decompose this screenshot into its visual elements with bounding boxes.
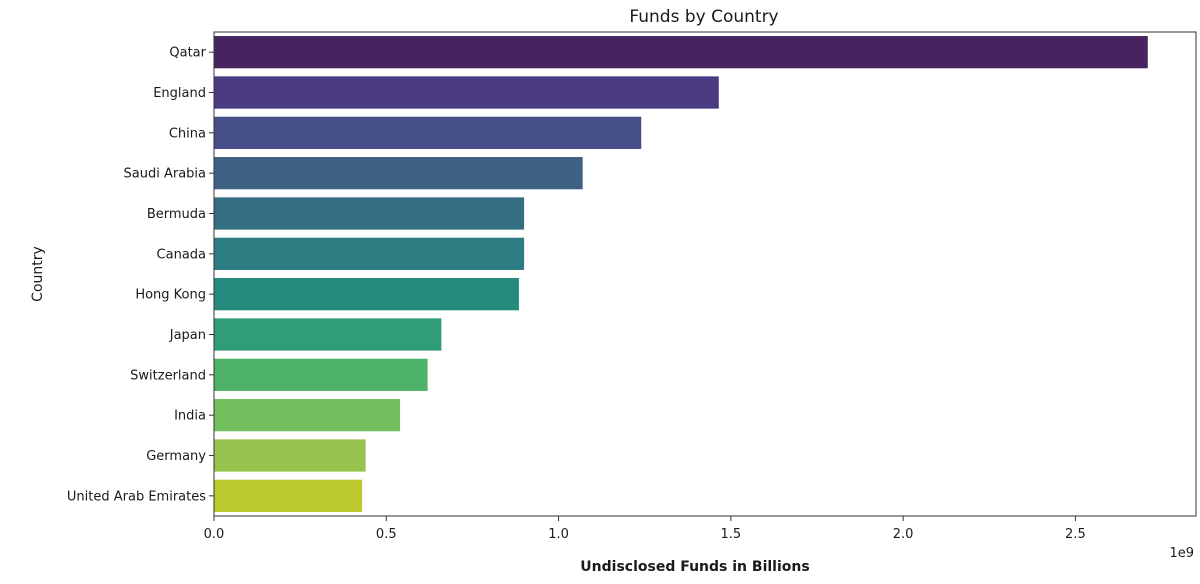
bar-saudi-arabia [214,157,583,190]
y-axis-label: Country [30,246,46,302]
x-tick-label: 2.5 [1065,527,1086,542]
bar-switzerland [214,358,428,391]
y-tick-label: Qatar [169,46,206,61]
x-tick-label: 1.5 [720,527,741,542]
x-axis-offset-label: 1e9 [1169,546,1194,561]
bar-hong-kong [214,278,519,311]
y-tick-label: Germany [146,449,206,464]
x-tick-label: 1.0 [548,527,569,542]
bar-china [214,116,642,149]
y-tick-label: England [153,86,206,101]
x-ticks-layer: 0.0 0.5 1.0 1.5 2.0 2.5 [204,516,1086,542]
plot-frame [213,31,1197,517]
x-tick-label: 0.5 [376,527,397,542]
x-tick-label: 2.0 [893,527,914,542]
y-tick-label: India [174,409,206,424]
y-tick-label: Japan [169,328,206,343]
y-tick-label: Canada [157,247,206,262]
y-tick-label: Bermuda [147,207,206,222]
y-tick-label: Hong Kong [135,288,206,303]
bar-canada [214,237,525,270]
y-tick-label: United Arab Emirates [67,489,206,504]
x-axis-label: Undisclosed Funds in Billions [580,559,809,575]
y-tick-label: Saudi Arabia [124,167,207,182]
y-tick-label: Switzerland [130,368,206,383]
bar-united-arab-emirates [214,479,363,512]
bar-qatar [214,36,1148,69]
bars-layer [214,36,1148,512]
y-tick-label: China [169,126,206,141]
x-tick-label: 0.0 [204,527,225,542]
bar-germany [214,439,366,472]
chart-title: Funds by Country [629,7,778,27]
bar-england [214,76,719,109]
y-ticks-layer: Qatar England China Saudi Arabia Bermuda Cana… [67,46,214,504]
bar-india [214,399,401,432]
bar-japan [214,318,442,351]
bar-bermuda [214,197,525,230]
